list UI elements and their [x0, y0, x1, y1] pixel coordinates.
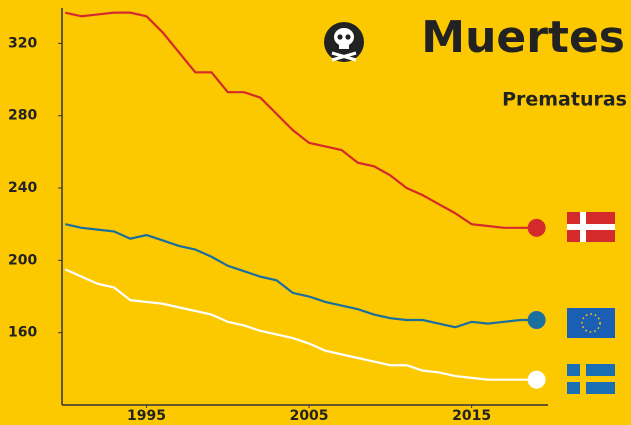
series-line — [65, 223, 537, 329]
end-point — [527, 218, 546, 237]
y-tick-label: 200 — [8, 252, 37, 268]
series-line — [65, 11, 537, 229]
flag-sweden — [567, 364, 615, 394]
end-point — [527, 311, 546, 330]
chart-title: Muertes — [421, 12, 625, 63]
x-tick-label: 1995 — [127, 408, 166, 424]
flag-eu — [567, 308, 615, 338]
skull-icon — [324, 22, 364, 62]
y-tick-label: 240 — [8, 180, 37, 196]
y-tick-label: 280 — [8, 108, 37, 124]
series-line — [64, 268, 537, 381]
y-tick-label: 160 — [8, 325, 37, 341]
x-tick-label: 2005 — [290, 408, 329, 424]
end-point — [527, 370, 546, 389]
flag-denmark — [567, 212, 615, 242]
x-tick-label: 2015 — [452, 408, 491, 424]
chart-subtitle: Prematuras — [502, 89, 627, 111]
y-tick-label: 320 — [8, 35, 37, 51]
